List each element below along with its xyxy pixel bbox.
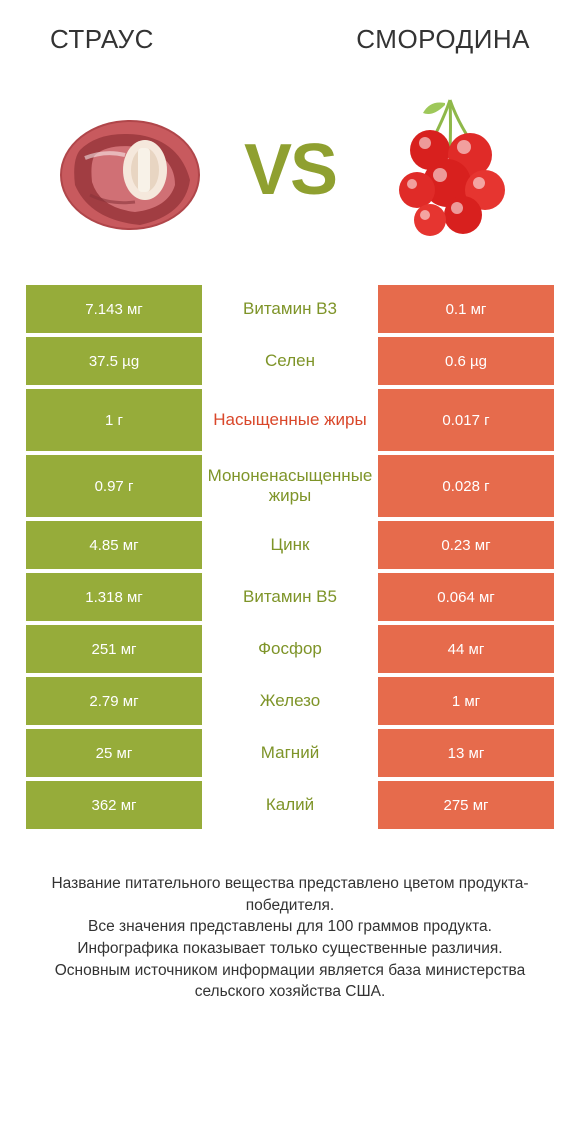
right-value: 0.6 µg xyxy=(378,337,554,385)
left-value: 362 мг xyxy=(26,781,202,829)
nutrient-label: Железо xyxy=(202,677,378,725)
nutrient-label: Магний xyxy=(202,729,378,777)
header: СТРАУС СМОРОДИНА xyxy=(0,0,580,65)
left-value: 4.85 мг xyxy=(26,521,202,569)
footer-notes: Название питательного вещества представл… xyxy=(0,833,580,1003)
table-row: 251 мгФосфор44 мг xyxy=(26,625,554,673)
left-value: 251 мг xyxy=(26,625,202,673)
right-value: 44 мг xyxy=(378,625,554,673)
table-row: 4.85 мгЦинк0.23 мг xyxy=(26,521,554,569)
currant-berries-image xyxy=(370,90,530,250)
nutrient-label: Цинк xyxy=(202,521,378,569)
footer-line: Название питательного вещества представл… xyxy=(30,873,550,916)
title-left: СТРАУС xyxy=(50,24,154,55)
right-value: 0.064 мг xyxy=(378,573,554,621)
left-value: 7.143 мг xyxy=(26,285,202,333)
right-value: 0.028 г xyxy=(378,455,554,517)
right-value: 0.1 мг xyxy=(378,285,554,333)
right-value: 13 мг xyxy=(378,729,554,777)
table-row: 2.79 мгЖелезо1 мг xyxy=(26,677,554,725)
nutrient-label: Фосфор xyxy=(202,625,378,673)
nutrient-label: Насыщенные жиры xyxy=(202,389,378,451)
table-row: 1 гНасыщенные жиры0.017 г xyxy=(26,389,554,451)
table-row: 1.318 мгВитамин B50.064 мг xyxy=(26,573,554,621)
right-value: 0.23 мг xyxy=(378,521,554,569)
nutrient-label: Витамин B5 xyxy=(202,573,378,621)
right-value: 275 мг xyxy=(378,781,554,829)
nutrient-label: Калий xyxy=(202,781,378,829)
left-value: 1.318 мг xyxy=(26,573,202,621)
table-row: 0.97 гМононенасыщенные жиры0.028 г xyxy=(26,455,554,517)
right-value: 1 мг xyxy=(378,677,554,725)
table-row: 25 мгМагний13 мг xyxy=(26,729,554,777)
nutrient-label: Витамин B3 xyxy=(202,285,378,333)
footer-line: Основным источником информации является … xyxy=(30,960,550,1003)
ostrich-meat-image xyxy=(50,90,210,250)
vs-label: VS xyxy=(244,129,336,211)
images-row: VS xyxy=(0,65,580,285)
footer-line: Инфографика показывает только существенн… xyxy=(30,938,550,960)
comparison-table: 7.143 мгВитамин B30.1 мг37.5 µgСелен0.6 … xyxy=(0,285,580,829)
nutrient-label: Селен xyxy=(202,337,378,385)
left-value: 25 мг xyxy=(26,729,202,777)
right-value: 0.017 г xyxy=(378,389,554,451)
left-value: 37.5 µg xyxy=(26,337,202,385)
footer-line: Все значения представлены для 100 граммо… xyxy=(30,916,550,938)
left-value: 2.79 мг xyxy=(26,677,202,725)
table-row: 7.143 мгВитамин B30.1 мг xyxy=(26,285,554,333)
nutrient-label: Мононенасыщенные жиры xyxy=(202,455,378,517)
left-value: 0.97 г xyxy=(26,455,202,517)
table-row: 362 мгКалий275 мг xyxy=(26,781,554,829)
table-row: 37.5 µgСелен0.6 µg xyxy=(26,337,554,385)
title-right: СМОРОДИНА xyxy=(356,24,530,55)
left-value: 1 г xyxy=(26,389,202,451)
